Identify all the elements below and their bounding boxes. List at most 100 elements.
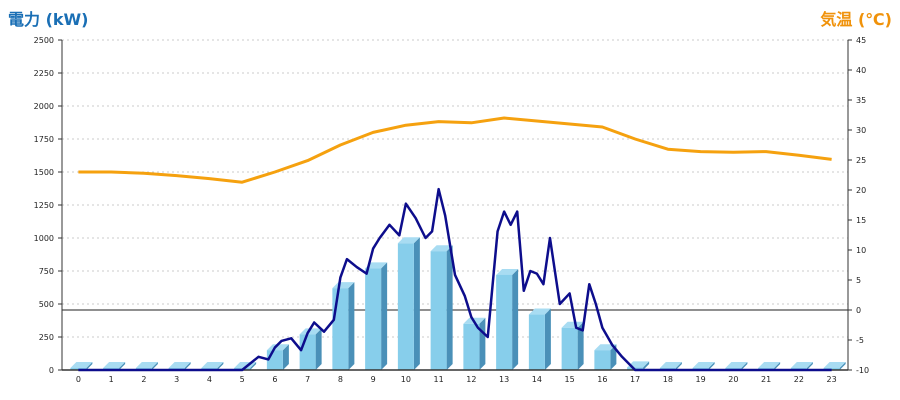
x-tick-label: 7: [305, 375, 310, 384]
right-tick-label: 25: [856, 156, 866, 165]
bar-side: [806, 362, 813, 370]
bar-top: [561, 321, 584, 328]
x-tick-label: 21: [761, 375, 771, 384]
x-tick-label: 23: [827, 375, 837, 384]
left-tick-label: 1500: [34, 168, 54, 177]
x-tick-label: 12: [466, 375, 476, 384]
x-tick-label: 20: [728, 375, 738, 384]
bar-top: [365, 262, 388, 269]
left-tick-label: 0: [49, 366, 54, 375]
bar-side: [217, 362, 224, 370]
temperature-line: [78, 116, 832, 184]
bar-top: [70, 362, 93, 368]
x-tick-label: 15: [565, 375, 575, 384]
bar-top: [496, 268, 519, 275]
left-tick-label: 2000: [34, 102, 54, 111]
bar: [594, 350, 611, 370]
bar: [463, 323, 480, 370]
bar-side: [184, 362, 191, 370]
x-tick-label: 9: [371, 375, 376, 384]
bar-side: [413, 237, 420, 370]
left-tick-label: 2250: [34, 69, 54, 78]
bar-side: [675, 362, 682, 370]
x-tick-label: 14: [532, 375, 542, 384]
bar-top: [790, 362, 813, 368]
left-tick-label: 1000: [34, 234, 54, 243]
right-tick-label: 5: [856, 276, 861, 285]
left-tick-label: 1750: [34, 135, 54, 144]
bar-top: [103, 362, 126, 368]
bar-top: [397, 237, 420, 244]
bar-side: [479, 317, 486, 370]
bar-side: [610, 344, 617, 370]
right-tick-label: 10: [856, 246, 866, 255]
x-tick-label: 18: [663, 375, 673, 384]
right-tick-label: 30: [856, 126, 866, 135]
x-tick-label: 13: [499, 375, 509, 384]
left-tick-label: 250: [39, 333, 54, 342]
bar-top: [201, 362, 224, 368]
left-tick-label: 750: [39, 267, 54, 276]
bar-side: [577, 321, 584, 370]
x-tick-label: 10: [401, 375, 411, 384]
x-tick-label: 6: [272, 375, 277, 384]
power-line: [78, 187, 832, 372]
left-tick-label: 500: [39, 300, 54, 309]
bar-side: [315, 328, 322, 370]
bar-side: [151, 362, 158, 370]
bar-top: [135, 362, 158, 368]
right-tick-label: -10: [856, 366, 869, 375]
bar-side: [348, 282, 355, 370]
bar-top: [168, 362, 191, 368]
x-tick-label: 1: [109, 375, 114, 384]
x-tick-label: 3: [174, 375, 179, 384]
x-tick-label: 11: [434, 375, 444, 384]
bar-top: [659, 362, 682, 368]
bar-side: [446, 245, 453, 370]
bar-top: [430, 245, 453, 252]
right-tick-label: 40: [856, 66, 866, 75]
bar-side: [643, 361, 650, 370]
bar-top: [758, 362, 781, 368]
bar: [365, 268, 382, 370]
left-tick-label: 2500: [34, 36, 54, 45]
left-tick-label: 1250: [34, 201, 54, 210]
bar: [397, 243, 414, 370]
bar-side: [86, 362, 93, 370]
x-tick-label: 19: [696, 375, 706, 384]
x-tick-label: 2: [141, 375, 146, 384]
bar: [430, 251, 447, 370]
right-tick-label: 20: [856, 186, 866, 195]
bar: [561, 327, 578, 370]
bar-side: [119, 362, 126, 370]
bar-top: [266, 344, 289, 351]
x-tick-label: 0: [76, 375, 81, 384]
x-tick-label: 22: [794, 375, 804, 384]
bar: [528, 314, 545, 370]
bar-top: [823, 362, 846, 368]
x-tick-label: 5: [240, 375, 245, 384]
bar-side: [774, 362, 781, 370]
bar-top: [528, 308, 551, 315]
right-tick-label: 0: [856, 306, 861, 315]
bar-side: [839, 362, 846, 370]
right-tick-label: 15: [856, 216, 866, 225]
bar-top: [299, 328, 322, 335]
right-axis-title: 気温 (℃): [820, 10, 892, 29]
x-tick-label: 16: [597, 375, 607, 384]
bar-side: [381, 262, 388, 370]
left-axis-title: 電力 (kW): [8, 10, 89, 29]
bar-side: [250, 362, 257, 370]
x-tick-label: 4: [207, 375, 212, 384]
bar-side: [282, 344, 289, 370]
x-tick-label: 17: [630, 375, 640, 384]
bar: [332, 288, 349, 370]
bar-side: [741, 362, 748, 370]
bar-side: [544, 308, 551, 370]
bar-top: [725, 362, 748, 368]
bar-top: [594, 344, 617, 351]
bar: [496, 274, 513, 370]
bar: [299, 334, 316, 370]
right-tick-label: -5: [856, 336, 864, 345]
